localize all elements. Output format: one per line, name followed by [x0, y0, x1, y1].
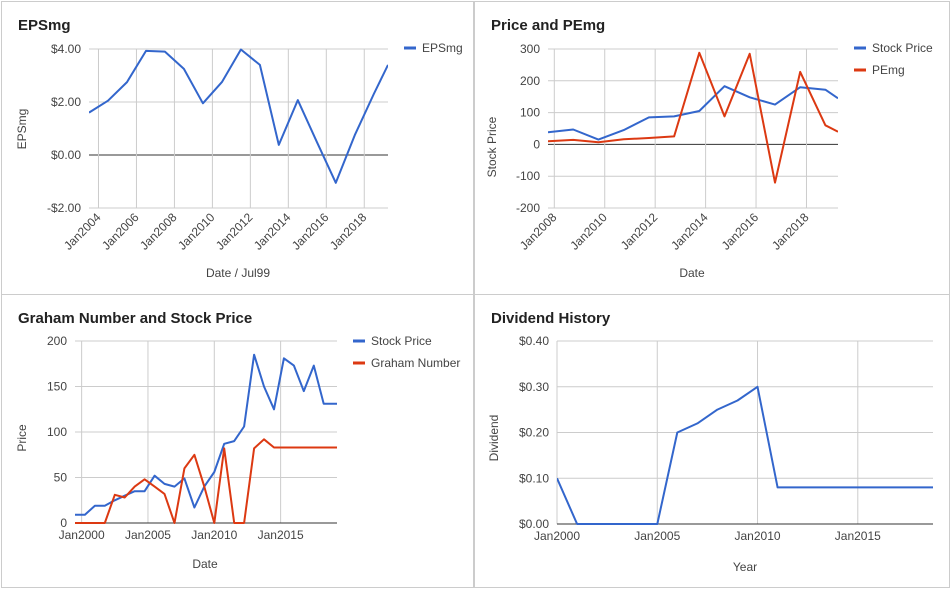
chart-title: Dividend History — [491, 310, 611, 327]
x-tick-label: Jan2016 — [719, 210, 762, 253]
x-tick-label: Jan2010 — [175, 210, 218, 253]
y-tick-label: 0 — [533, 137, 540, 151]
x-tick-label: Jan2004 — [61, 210, 104, 253]
chart-panel-dividend: Dividend History $0.00 $0.10 $0.20 $0.30 $0.4… — [474, 294, 950, 588]
x-axis-label: Date — [679, 266, 705, 280]
x-tick-label: Jan2018 — [327, 210, 370, 253]
y-tick-label: -200 — [516, 201, 540, 215]
y-tick-label: 200 — [47, 334, 67, 348]
chart-panel-graham: Graham Number and Stock Price 0 50 100 150 20… — [1, 294, 474, 588]
x-tick-label: Jan2010 — [735, 529, 781, 543]
series-line-stock-price — [548, 85, 838, 141]
x-tick-label: Jan2010 — [191, 528, 237, 542]
y-tick-label: 200 — [520, 74, 540, 88]
y-tick-label: $2.00 — [51, 95, 81, 109]
y-tick-label: 150 — [47, 380, 67, 394]
y-axis-label: EPSmg — [15, 109, 29, 150]
x-tick-label: Jan2006 — [99, 210, 142, 253]
y-tick-label: $4.00 — [51, 42, 81, 56]
y-axis-label: Stock Price — [485, 116, 499, 177]
x-axis-label: Date — [192, 557, 218, 571]
x-axis-label: Year — [733, 560, 757, 574]
chart-title: Graham Number and Stock Price — [18, 310, 252, 327]
y-tick-label: $0.10 — [519, 471, 549, 485]
series-line-series — [557, 385, 933, 525]
x-tick-label: Jan2015 — [835, 529, 881, 543]
x-tick-label: Jan2012 — [213, 210, 256, 253]
legend-label-stock-price: Stock Price — [371, 334, 432, 348]
x-tick-label: Jan2005 — [634, 529, 680, 543]
x-tick-label: Jan2005 — [125, 528, 171, 542]
series-line-graham-number — [75, 438, 337, 524]
y-tick-label: -100 — [516, 169, 540, 183]
x-tick-label: Jan2012 — [618, 210, 661, 253]
y-tick-label: 50 — [54, 471, 68, 485]
y-axis-label: Price — [15, 424, 29, 452]
x-tick-label: Jan2000 — [534, 529, 580, 543]
x-tick-label: Jan2014 — [251, 210, 294, 253]
y-tick-label: $0.00 — [519, 517, 549, 531]
chart-title: Price and PEmg — [491, 17, 605, 34]
y-tick-label: $0.00 — [51, 148, 81, 162]
chart-title: EPSmg — [18, 17, 71, 34]
y-tick-label: 100 — [520, 106, 540, 120]
y-tick-label: -$2.00 — [47, 201, 81, 215]
x-tick-label: Jan2018 — [769, 210, 812, 253]
legend-label-pemg: PEmg — [872, 63, 905, 77]
legend-label-epsmg: EPSmg — [422, 41, 463, 55]
series-line-epsmg — [89, 48, 388, 184]
legend-label-stock-price: Stock Price — [872, 41, 933, 55]
y-tick-label: $0.40 — [519, 334, 549, 348]
chart-panel-epsmg: EPSmg -$2.00 $0.00 $2.00 $4.00 Jan2004 Jan2006… — [1, 1, 474, 295]
y-axis-label: Dividend — [487, 415, 501, 462]
graham-chart: Graham Number and Stock Price 0 50 100 150 20… — [15, 310, 460, 571]
x-tick-label: Jan2014 — [668, 210, 711, 253]
series-line-pemg — [548, 51, 838, 184]
x-tick-label: Jan2010 — [567, 210, 610, 253]
dividend-chart: Dividend History $0.00 $0.10 $0.20 $0.30 $0.4… — [487, 310, 933, 574]
x-tick-label: Jan2000 — [59, 528, 105, 542]
x-tick-label: Jan2015 — [258, 528, 304, 542]
y-tick-label: 300 — [520, 42, 540, 56]
legend-label-graham-number: Graham Number — [371, 356, 460, 370]
x-axis-label: Date / Jul99 — [206, 266, 270, 280]
x-tick-label: Jan2016 — [289, 210, 332, 253]
y-tick-label: 100 — [47, 425, 67, 439]
y-tick-label: $0.30 — [519, 380, 549, 394]
chart-panel-price-pemg: Price and PEmg -200 -100 0 100 200 300 Jan2008 J… — [474, 1, 950, 295]
x-tick-label: Jan2008 — [137, 210, 180, 253]
y-tick-label: $0.20 — [519, 426, 549, 440]
y-tick-label: 0 — [60, 516, 67, 530]
x-tick-label: Jan2008 — [517, 210, 560, 253]
epsmg-chart: EPSmg -$2.00 $0.00 $2.00 $4.00 Jan2004Jan2006… — [15, 17, 463, 280]
